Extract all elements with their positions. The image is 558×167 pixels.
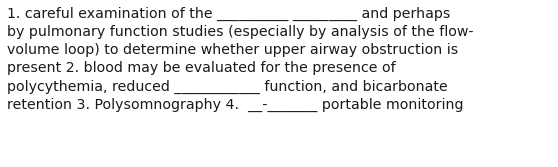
Text: 1. careful examination of the __________ _________ and perhaps
by pulmonary func: 1. careful examination of the __________…	[7, 7, 473, 112]
